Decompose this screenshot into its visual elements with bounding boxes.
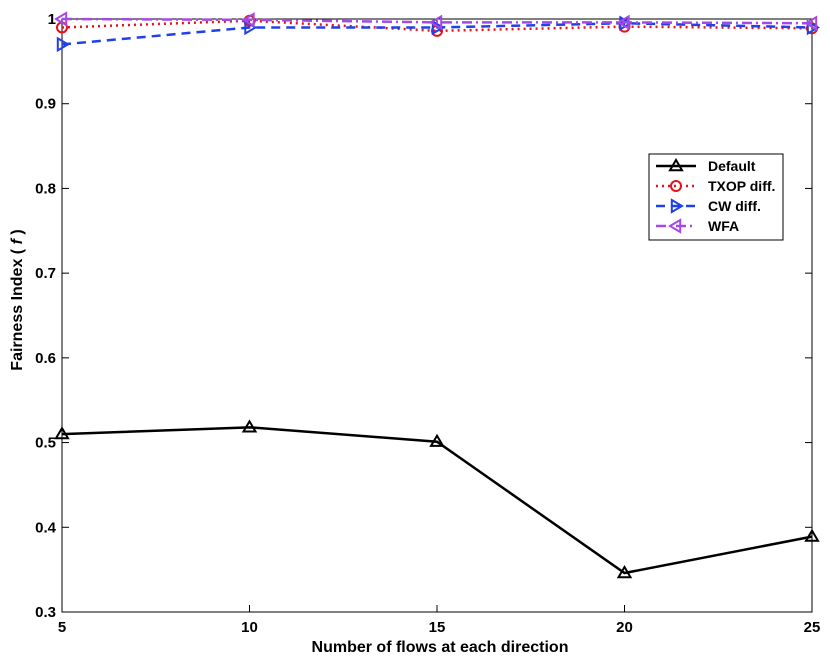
data-point — [616, 14, 630, 31]
data-point — [804, 15, 818, 31]
legend-label: WFA — [708, 218, 739, 234]
legend-swatch-marker — [668, 218, 682, 234]
legend-label: CW diff. — [708, 198, 761, 214]
y-axis-ticks: 0.3 0.4 0.5 0.6 0.7 0.8 0.9 1 — [35, 11, 812, 621]
y-axis-label-variable: f — [9, 237, 26, 244]
y-axis-label-end: ) — [9, 229, 26, 239]
y-tick-label: 0.9 — [35, 96, 56, 113]
x-axis-ticks: 5 10 15 20 25 — [58, 19, 821, 636]
series-line — [61, 17, 813, 25]
x-tick-label: 25 — [804, 619, 821, 636]
x-tick-label: 15 — [429, 619, 446, 636]
legend-item: TXOP diff. — [656, 178, 775, 194]
data-point — [429, 433, 445, 447]
plot-frame — [61, 18, 813, 613]
legend-swatch-marker — [670, 180, 682, 192]
y-tick-label: 0.6 — [35, 350, 56, 367]
data-point — [616, 565, 633, 579]
legend-label: TXOP diff. — [708, 178, 775, 194]
legend-item: CW diff. — [656, 198, 761, 214]
y-tick-label: 0.3 — [35, 604, 56, 621]
series-line — [61, 19, 813, 33]
y-tick-label: 1 — [48, 11, 56, 28]
legend-item: Default — [656, 158, 756, 174]
y-tick-label: 0.4 — [35, 519, 57, 536]
series-group — [54, 11, 820, 579]
y-axis-label: Fairness Index ( f ) — [9, 229, 26, 370]
series-default — [54, 419, 820, 579]
data-point — [429, 14, 443, 31]
data-point — [54, 426, 70, 440]
x-tick-label: 20 — [616, 619, 633, 636]
data-point — [804, 528, 820, 542]
y-tick-label: 0.7 — [35, 265, 56, 282]
legend-swatch-marker — [668, 158, 684, 172]
data-point — [241, 12, 255, 28]
legend-swatch-marker — [670, 198, 684, 214]
legend-item: WFA — [656, 218, 739, 234]
y-axis-label-main: Fairness Index ( — [9, 244, 26, 370]
x-tick-label: 10 — [241, 619, 258, 636]
data-point — [431, 19, 445, 36]
series-line — [61, 426, 813, 575]
x-tick-label: 5 — [58, 619, 66, 636]
y-tick-label: 0.5 — [35, 435, 56, 452]
legend-label: Default — [708, 158, 756, 174]
plot-axes — [61, 18, 813, 613]
y-tick-label: 0.8 — [35, 180, 56, 197]
series-line — [61, 21, 813, 46]
data-point — [806, 19, 820, 36]
series-wfa — [54, 11, 818, 31]
data-point — [56, 36, 70, 53]
legend: Default TXOP diff. CW diff. WFA — [648, 153, 784, 241]
data-point — [241, 419, 258, 433]
x-axis-label: Number of flows at each direction — [312, 639, 569, 656]
data-point — [54, 11, 68, 27]
